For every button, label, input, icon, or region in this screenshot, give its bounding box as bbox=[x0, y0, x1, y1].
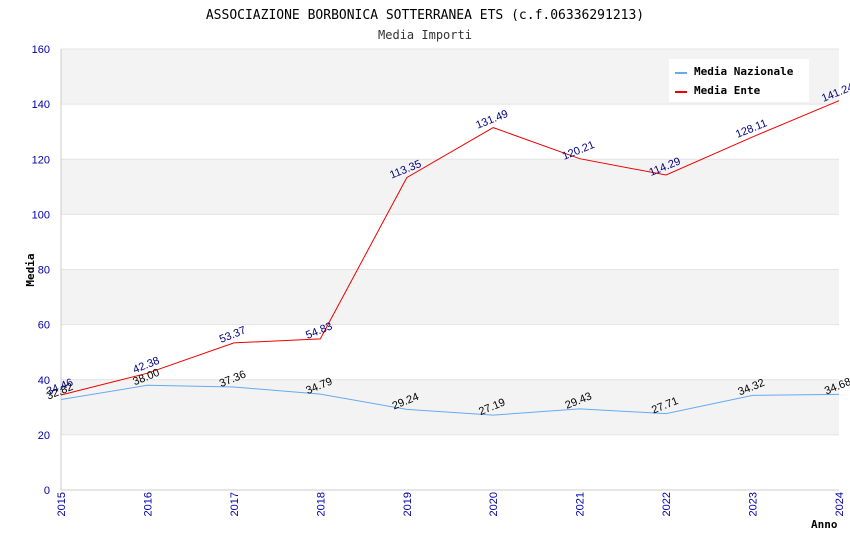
grid-band bbox=[61, 434, 839, 490]
series-line-media-nazionale bbox=[60, 384, 840, 416]
y-tick-label: 60 bbox=[38, 320, 50, 332]
x-tick-label: 2019 bbox=[402, 492, 414, 516]
legend: Media Nazionale Media Ente bbox=[669, 59, 809, 102]
y-tick-labels: 0 20 40 60 80 100 120 140 160 bbox=[32, 44, 50, 497]
x-axis-label: Anno bbox=[811, 518, 838, 531]
x-tick-label: 2022 bbox=[661, 492, 673, 516]
grid-band bbox=[61, 104, 839, 160]
legend-label-media-ente: Media Ente bbox=[694, 84, 761, 97]
legend-box bbox=[669, 59, 809, 102]
grid-bands bbox=[61, 49, 839, 490]
x-tick-label: 2023 bbox=[748, 492, 760, 516]
grid-band bbox=[61, 214, 839, 270]
x-tick-labels: 2015 2016 2017 2018 2019 2020 2021 2022 2023 2024 bbox=[56, 492, 846, 516]
y-tick-label: 160 bbox=[32, 44, 50, 56]
y-tick-label: 80 bbox=[38, 265, 50, 277]
grid-band bbox=[61, 324, 839, 380]
chart-subtitle: Media Importi bbox=[378, 28, 472, 42]
y-tick-label: 0 bbox=[44, 485, 50, 497]
x-tick-label: 2021 bbox=[575, 492, 587, 516]
y-tick-label: 120 bbox=[32, 154, 50, 166]
y-tick-label: 140 bbox=[32, 99, 50, 111]
grid-band bbox=[61, 159, 839, 215]
grid-band bbox=[61, 269, 839, 325]
y-tick-label: 20 bbox=[38, 430, 50, 442]
series-line-media-ente bbox=[60, 100, 840, 396]
y-axis-label: Media bbox=[24, 253, 37, 286]
legend-label-media-nazionale: Media Nazionale bbox=[694, 65, 794, 78]
y-tick-label: 40 bbox=[38, 375, 50, 387]
x-tick-label: 2024 bbox=[834, 492, 846, 516]
series-lines bbox=[60, 100, 840, 416]
x-tick-label: 2020 bbox=[488, 492, 500, 516]
y-tick-label: 100 bbox=[32, 209, 50, 221]
x-tick-label: 2017 bbox=[229, 492, 241, 516]
chart-title: ASSOCIAZIONE BORBONICA SOTTERRANEA ETS (… bbox=[206, 8, 644, 23]
grid-band bbox=[61, 379, 839, 435]
x-tick-label: 2018 bbox=[315, 492, 327, 516]
x-tick-label: 2016 bbox=[142, 492, 154, 516]
x-tick-label: 2015 bbox=[56, 492, 68, 516]
